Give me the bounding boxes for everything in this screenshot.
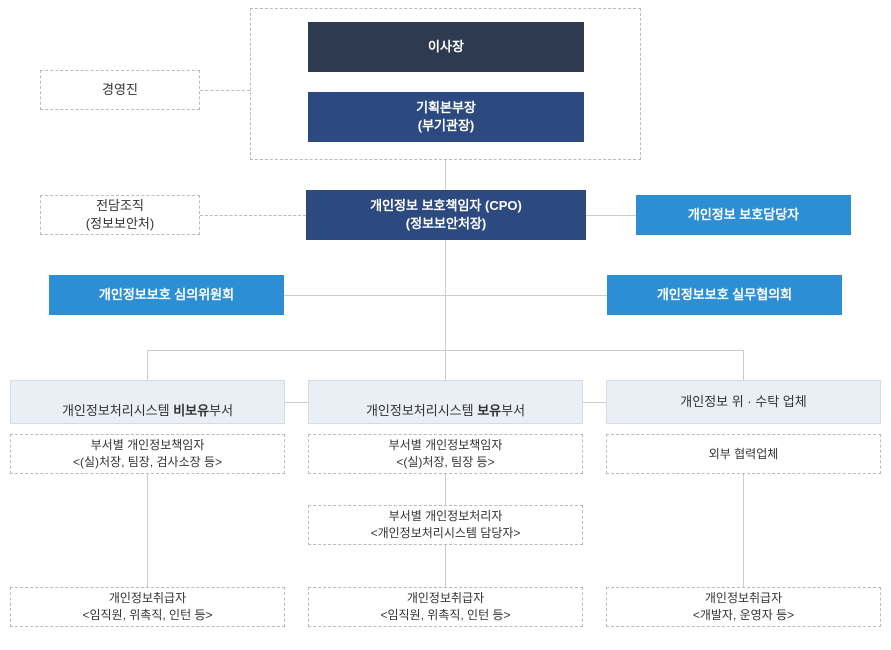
col2-header: 개인정보처리시스템 보유부서 xyxy=(308,380,583,424)
privacy-officer-box: 개인정보 보호담당자 xyxy=(636,195,851,235)
col1-header-bold: 비보유 xyxy=(173,403,209,418)
col1-manager: 부서별 개인정보책임자 <(실)처장, 팀장, 검사소장 등> xyxy=(10,434,285,474)
col1-header-prefix: 개인정보처리시스템 xyxy=(62,403,173,418)
hdr-link-23 xyxy=(583,402,606,403)
chairman-box: 이사장 xyxy=(308,22,584,72)
col3-handler: 개인정보취급자 <개발자, 운영자 등> xyxy=(606,587,881,627)
dedicated-org-box: 전담조직 (정보보안처) xyxy=(40,195,200,235)
col3-partner: 외부 협력업체 xyxy=(606,434,881,474)
col2-manager: 부서별 개인정보책임자 <(실)처장, 팀장 등> xyxy=(308,434,583,474)
cpo-to-officer xyxy=(586,215,636,216)
branch-v1 xyxy=(147,350,148,380)
spine-vertical xyxy=(445,160,446,350)
col1-header-suffix: 부서 xyxy=(209,403,233,418)
col1-chain xyxy=(147,474,148,587)
planning-head-box: 기획본부장 (부기관장) xyxy=(308,92,584,142)
hdr-link-12 xyxy=(285,402,308,403)
col2-processor: 부서별 개인정보처리자 <개인정보처리시스템 담당자> xyxy=(308,505,583,545)
branch-v2 xyxy=(445,350,446,380)
col2-header-prefix: 개인정보처리시스템 xyxy=(366,403,477,418)
dedorg-dash xyxy=(200,215,306,216)
cpo-box: 개인정보 보호책임자 (CPO) (정보보안처장) xyxy=(306,190,586,240)
col1-header: 개인정보처리시스템 비보유부서 xyxy=(10,380,285,424)
col3-chain xyxy=(743,474,744,587)
mgmt-dash xyxy=(200,90,250,91)
col2-handler: 개인정보취급자 <임직원, 위촉직, 인턴 등> xyxy=(308,587,583,627)
working-council-box: 개인정보보호 실무협의회 xyxy=(607,275,842,315)
col1-handler: 개인정보취급자 <임직원, 위촉직, 인턴 등> xyxy=(10,587,285,627)
mgmt-label: 경영진 xyxy=(40,70,200,110)
col2-header-bold: 보유 xyxy=(477,403,501,418)
committee-box: 개인정보보호 심의위원회 xyxy=(49,275,284,315)
branch-v3 xyxy=(743,350,744,380)
col3-header: 개인정보 위 · 수탁 업체 xyxy=(606,380,881,424)
col2-header-suffix: 부서 xyxy=(501,403,525,418)
committee-line xyxy=(284,295,609,296)
